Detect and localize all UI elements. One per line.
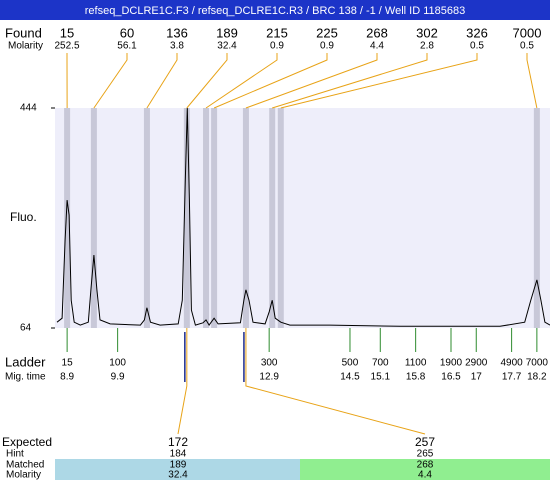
peak-band bbox=[211, 108, 218, 328]
title: refseq_DCLRE1C.F3 / refseq_DCLRE1C.R3 / … bbox=[85, 5, 465, 17]
found-link bbox=[186, 53, 228, 109]
trace bbox=[56, 107, 550, 327]
found-label: Found bbox=[5, 25, 42, 40]
peak-band bbox=[533, 108, 540, 328]
molarity-label: Molarity bbox=[8, 41, 43, 52]
found-link bbox=[93, 53, 128, 109]
y-axis-label: Fluo. bbox=[10, 210, 37, 224]
ladder-size: 7000 bbox=[526, 358, 549, 369]
found-size: 225 bbox=[316, 25, 338, 40]
plot-area bbox=[55, 108, 550, 328]
ladder-size: 100 bbox=[109, 358, 126, 369]
found-molarity: 0.9 bbox=[270, 41, 284, 52]
ladder-size: 700 bbox=[372, 358, 389, 369]
ladder-time: 14.5 bbox=[340, 372, 360, 383]
match-band bbox=[55, 459, 300, 480]
peak-band bbox=[269, 108, 276, 328]
expected-hint: 265 bbox=[417, 449, 434, 460]
ladder-time: 15.1 bbox=[371, 372, 391, 383]
found-molarity: 32.4 bbox=[217, 41, 237, 52]
ladder-time: 18.2 bbox=[527, 372, 547, 383]
y-tick-label: 444 bbox=[20, 103, 37, 114]
peak-band bbox=[242, 108, 249, 328]
ladder-time: 15.8 bbox=[406, 372, 426, 383]
match-link bbox=[177, 328, 188, 435]
found-size: 268 bbox=[366, 25, 388, 40]
peak-band bbox=[203, 108, 210, 328]
expected-matched: 268 bbox=[417, 460, 434, 471]
found-size: 215 bbox=[266, 25, 288, 40]
ladder-size: 4900 bbox=[500, 358, 523, 369]
expected-expected: 257 bbox=[415, 435, 435, 449]
ladder-label: Ladder bbox=[5, 354, 46, 369]
row-label: Molarity bbox=[6, 470, 41, 480]
found-size: 302 bbox=[416, 25, 438, 40]
row-label: Hint bbox=[6, 449, 24, 460]
found-molarity: 252.5 bbox=[54, 41, 79, 52]
expected-molarity: 32.4 bbox=[168, 470, 188, 480]
found-size: 326 bbox=[466, 25, 488, 40]
found-molarity: 3.8 bbox=[170, 41, 184, 52]
mig-time-label: Mig. time bbox=[5, 372, 46, 383]
peak-band bbox=[64, 108, 71, 328]
match-link bbox=[245, 328, 426, 435]
found-molarity: 2.8 bbox=[420, 41, 434, 52]
found-size: 15 bbox=[60, 25, 74, 40]
expected-molarity: 4.4 bbox=[418, 470, 432, 480]
found-molarity: 4.4 bbox=[370, 41, 384, 52]
row-label: Matched bbox=[6, 460, 44, 471]
found-link bbox=[526, 53, 538, 109]
found-size: 189 bbox=[216, 25, 238, 40]
found-molarity: 0.9 bbox=[320, 41, 334, 52]
peak-band bbox=[183, 108, 190, 328]
ladder-size: 500 bbox=[342, 358, 359, 369]
ladder-time: 9.9 bbox=[111, 372, 125, 383]
ladder-time: 17 bbox=[471, 372, 483, 383]
found-size: 7000 bbox=[513, 25, 542, 40]
found-molarity: 56.1 bbox=[117, 41, 137, 52]
found-size: 60 bbox=[120, 25, 134, 40]
ladder-size: 15 bbox=[62, 358, 74, 369]
title-bar bbox=[0, 0, 550, 20]
expected-expected: 172 bbox=[168, 435, 188, 449]
row-label: Expected bbox=[2, 435, 52, 449]
ladder-time: 12.9 bbox=[259, 372, 279, 383]
peak-band bbox=[277, 108, 284, 328]
ladder-time: 8.9 bbox=[60, 372, 74, 383]
ladder-time: 17.7 bbox=[502, 372, 522, 383]
ladder-time: 16.5 bbox=[441, 372, 461, 383]
found-link bbox=[213, 53, 328, 109]
found-link bbox=[280, 53, 478, 109]
found-link bbox=[245, 53, 378, 109]
expected-hint: 184 bbox=[170, 449, 187, 460]
y-tick-label: 64 bbox=[20, 323, 32, 334]
found-size: 136 bbox=[166, 25, 188, 40]
ladder-size: 1900 bbox=[440, 358, 463, 369]
peak-band bbox=[90, 108, 97, 328]
ladder-size: 300 bbox=[261, 358, 278, 369]
found-link bbox=[205, 53, 278, 109]
ladder-size: 2900 bbox=[465, 358, 488, 369]
ladder-size: 1100 bbox=[405, 358, 427, 369]
found-molarity: 0.5 bbox=[520, 41, 534, 52]
found-molarity: 0.5 bbox=[470, 41, 484, 52]
peak-band bbox=[143, 108, 150, 328]
match-band bbox=[300, 459, 550, 480]
found-link bbox=[146, 53, 178, 109]
found-link bbox=[272, 53, 428, 109]
expected-matched: 189 bbox=[170, 460, 187, 471]
